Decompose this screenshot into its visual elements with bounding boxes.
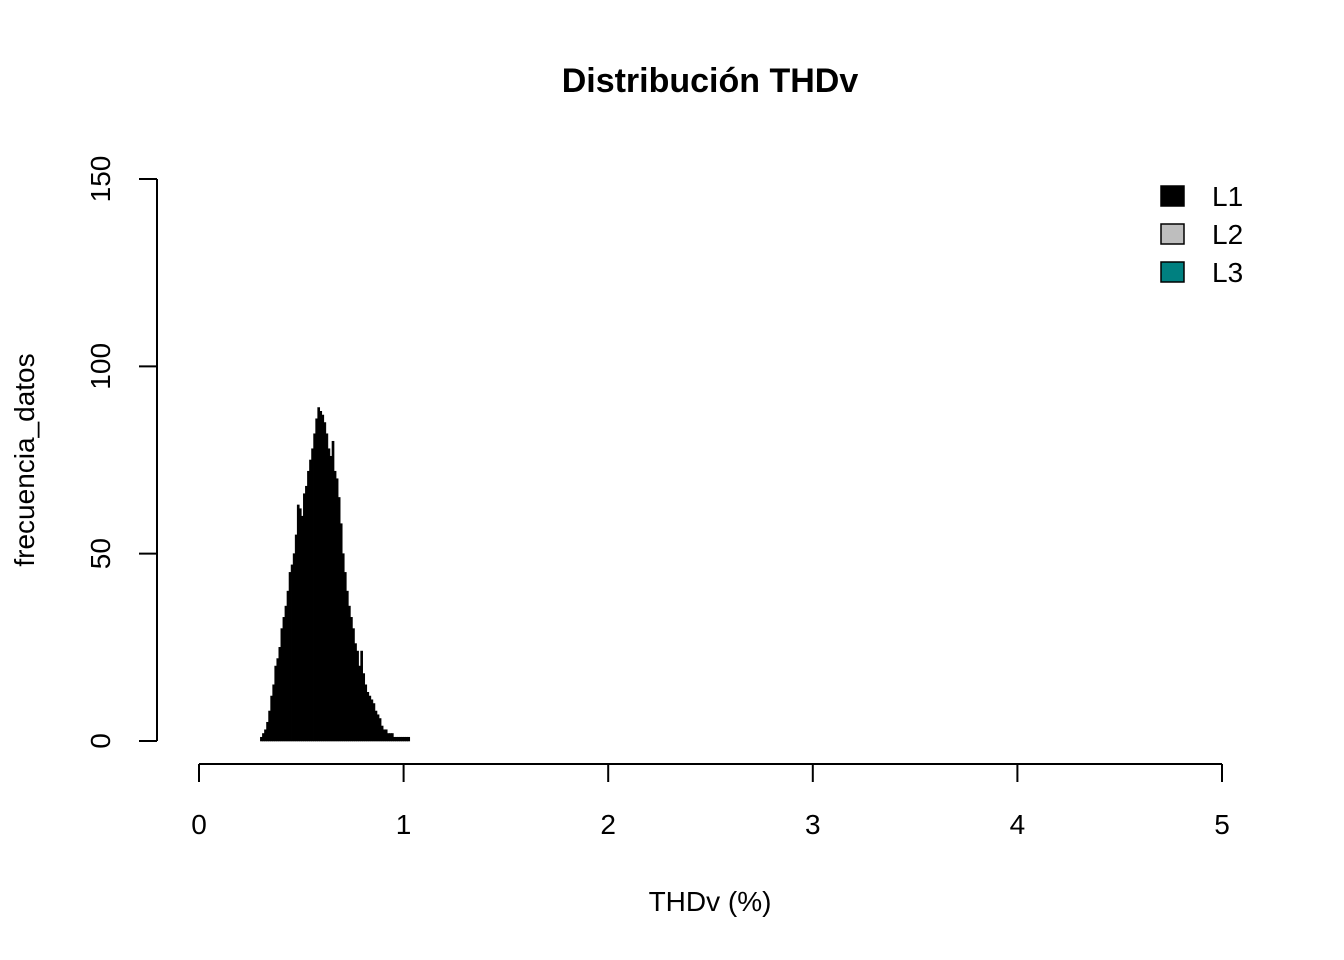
- histogram-bar-l1: [278, 647, 282, 742]
- histogram-bar-l1: [264, 729, 267, 742]
- histogram-bar-l1: [333, 470, 337, 742]
- y-axis-ticks: 0 50 100 150: [85, 156, 157, 749]
- histogram-bar-l1: [354, 643, 357, 742]
- histogram-bar-l1: [352, 628, 355, 742]
- histogram-bar-l1: [262, 733, 265, 742]
- x-axis: 0 1 2 3 4 5 THDv (%): [191, 763, 1230, 917]
- histogram-bar-l1: [266, 721, 269, 742]
- histogram-bar-l1: [395, 736, 398, 742]
- histogram-bar-l1: [386, 733, 390, 742]
- y-axis-label: frecuencia_datos: [9, 353, 40, 566]
- histogram-bar-l1: [376, 714, 380, 742]
- histogram-bar-l1: [284, 605, 288, 742]
- histogram-bar-l1: [325, 433, 329, 742]
- histogram-bar-l1: [358, 665, 361, 742]
- histogram-bar-l1: [280, 628, 284, 742]
- histogram-bar-l1: [366, 691, 370, 742]
- histogram-bar-l1: [282, 617, 286, 742]
- histogram-bar-l1: [309, 459, 312, 742]
- histogram-bar-l1: [270, 695, 273, 742]
- histogram-bar-l1: [391, 733, 394, 742]
- histogram-bar-l1: [370, 699, 374, 742]
- legend-swatch-l3: [1160, 261, 1185, 283]
- histogram-bar-l1: [382, 729, 386, 742]
- histogram-bar-l1: [298, 508, 302, 742]
- histogram-bar-l1: [360, 650, 363, 742]
- histogram-bar-l1: [303, 493, 306, 742]
- legend-label-l1: L1: [1212, 181, 1243, 212]
- histogram-bar-l1: [407, 736, 411, 742]
- histogram-bar-l1: [393, 736, 396, 742]
- x-tick-label: 2: [600, 809, 616, 840]
- histogram-bar-l1: [315, 418, 318, 742]
- histogram-bar-l1: [339, 523, 343, 742]
- histogram-bar-l1: [343, 572, 347, 742]
- histogram-bar-l1: [292, 553, 296, 742]
- legend: L1 L2 L3: [1160, 181, 1243, 288]
- x-tick-label: 5: [1214, 809, 1230, 840]
- histogram-bar-l1: [300, 515, 304, 742]
- x-axis-label: THDv (%): [649, 886, 772, 917]
- histogram-bar-l1: [356, 650, 359, 742]
- histogram-bar-l1: [331, 440, 335, 742]
- y-axis: 0 50 100 150 frecuencia_datos: [9, 156, 158, 749]
- histogram-bar-l1: [405, 736, 408, 742]
- histogram-bar-l1: [329, 455, 333, 742]
- histogram-bar-l1: [296, 504, 300, 742]
- histogram-bars: [260, 407, 411, 742]
- histogram-bar-l1: [348, 605, 351, 742]
- histogram-bar-l1: [364, 684, 368, 742]
- histogram-bar-l1: [288, 572, 292, 742]
- y-tick-label: 150: [85, 156, 116, 203]
- histogram-bar-l1: [321, 414, 325, 742]
- histogram-bar-l1: [305, 485, 308, 742]
- histogram-bar-l1: [327, 448, 331, 742]
- histogram-bar-l1: [380, 725, 384, 742]
- histogram-bar-l1: [260, 736, 263, 742]
- histogram-bar-l1: [276, 658, 280, 742]
- legend-swatch-l1: [1160, 185, 1185, 207]
- histogram-bar-l1: [374, 710, 378, 742]
- histogram-bar-l1: [372, 703, 376, 742]
- histogram-bar-l1: [313, 433, 316, 742]
- chart-title: Distribución THDv: [562, 62, 859, 100]
- histogram-bar-l1: [268, 710, 271, 742]
- histogram-bar-l1: [294, 534, 298, 742]
- histogram-bar-l1: [403, 736, 406, 742]
- y-tick-label: 50: [85, 538, 116, 569]
- histogram-bar-l1: [274, 665, 278, 742]
- legend-label-l2: L2: [1212, 219, 1243, 250]
- histogram-bar-l1: [319, 410, 323, 742]
- histogram-bar-l1: [362, 673, 366, 742]
- histogram-bar-l1: [307, 470, 310, 742]
- histogram-bar-l1: [290, 564, 294, 742]
- x-axis-ticks: 0 1 2 3 4 5: [191, 764, 1230, 840]
- histogram-bar-l1: [272, 684, 276, 742]
- histogram-bar-l1: [368, 695, 372, 742]
- histogram-bar-l1: [337, 497, 341, 742]
- histogram-bar-l1: [378, 718, 382, 742]
- histogram-bar-l1: [323, 422, 327, 742]
- histogram-bar-l1: [350, 617, 353, 742]
- histogram-bar-l1: [341, 553, 345, 742]
- y-tick-label: 100: [85, 343, 116, 390]
- x-tick-label: 3: [805, 809, 821, 840]
- x-tick-label: 0: [191, 809, 207, 840]
- x-tick-label: 4: [1010, 809, 1026, 840]
- histogram-bar-l1: [384, 729, 388, 742]
- histogram-bar-l1: [311, 448, 314, 742]
- histogram-bar-l1: [397, 736, 400, 742]
- histogram-bar-l1: [388, 733, 392, 742]
- legend-swatch-l2: [1160, 223, 1185, 245]
- histogram-bar-l1: [399, 736, 402, 742]
- histogram-bar-l1: [401, 736, 404, 742]
- histogram-bar-l1: [346, 590, 349, 742]
- y-tick-label: 0: [85, 733, 116, 749]
- histogram-bar-l1: [317, 407, 321, 742]
- histogram-bar-l1: [286, 590, 290, 742]
- histogram-bar-l1: [335, 478, 339, 742]
- x-tick-label: 1: [396, 809, 412, 840]
- legend-label-l3: L3: [1212, 257, 1243, 288]
